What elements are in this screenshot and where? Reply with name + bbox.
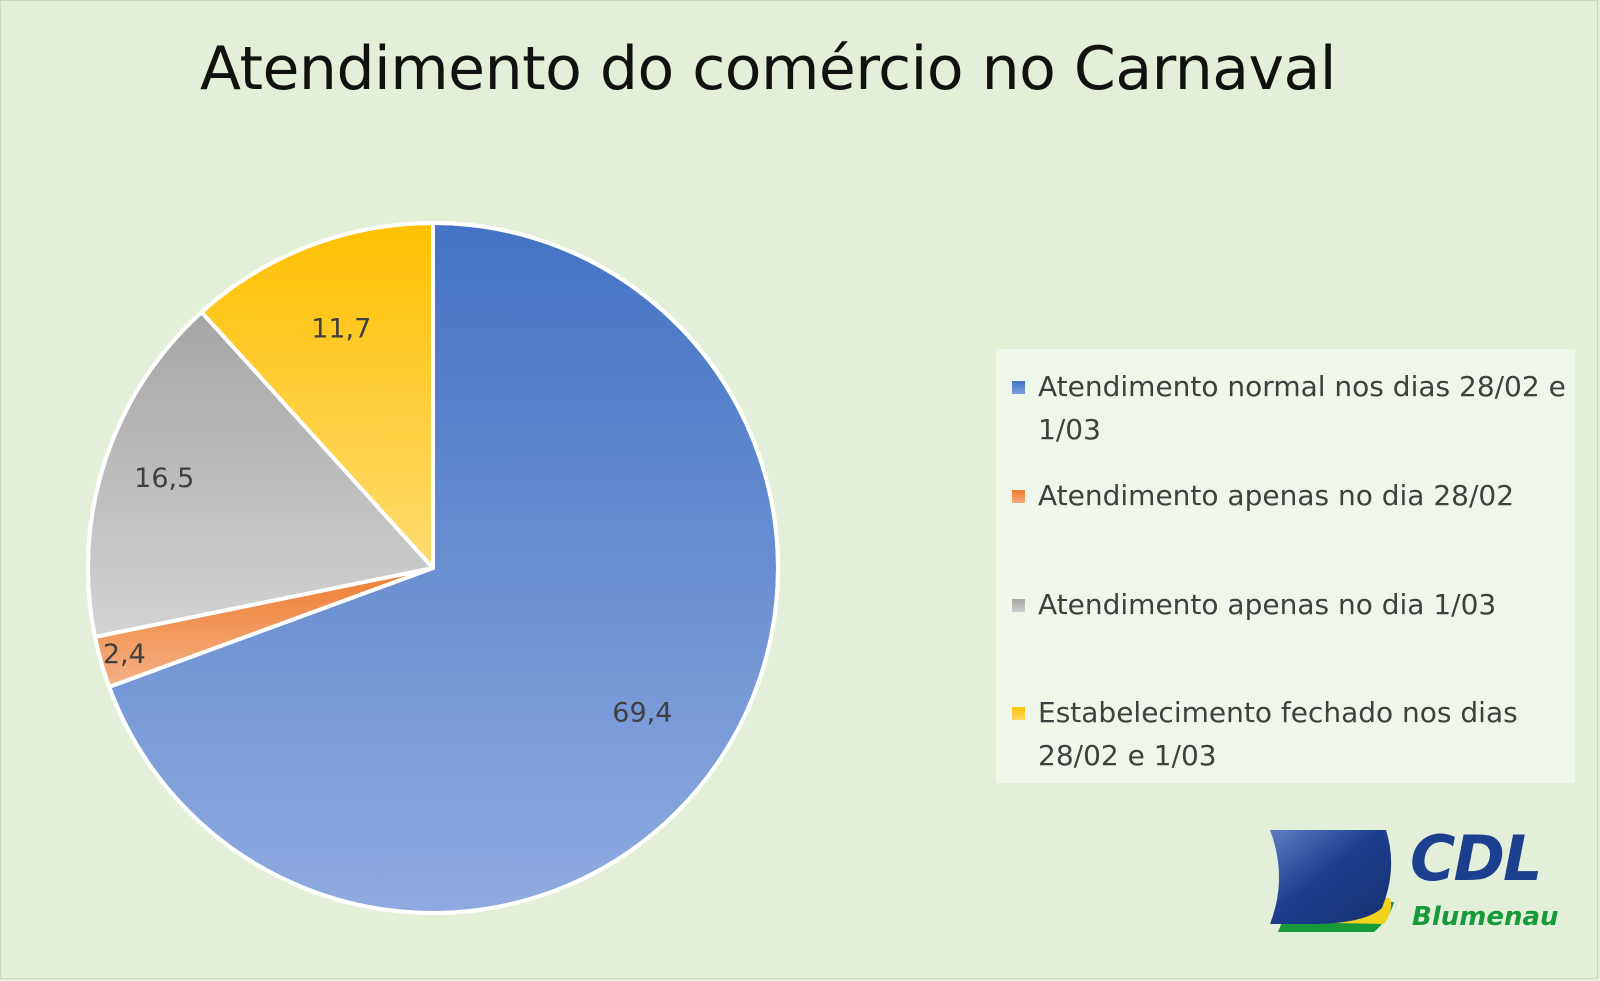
- legend-label-normal: Atendimento normal nos dias 28/02 e 1/03: [1038, 370, 1566, 446]
- legend-item-normal: Atendimento normal nos dias 28/02 e 1/03: [1012, 365, 1567, 451]
- chart-title: Atendimento do comércio no Carnaval: [200, 34, 1336, 104]
- legend-label-1-03: Atendimento apenas no dia 1/03: [1038, 588, 1497, 621]
- legend-item-closed: Estabelecimento fechado nos dias 28/02 e…: [1012, 691, 1567, 777]
- logo-city-text: Blumenau: [1412, 902, 1559, 932]
- pie-outline: [86, 221, 780, 915]
- legend-swatch-1-03: [1012, 599, 1025, 612]
- pie-data-label-3: 16,5: [134, 463, 194, 494]
- legend-item-28-02: Atendimento apenas no dia 28/02: [1012, 474, 1567, 517]
- legend-swatch-closed: [1012, 707, 1025, 720]
- pie-data-label-1: 69,4: [612, 698, 672, 729]
- cdl-logo-mark: [1270, 830, 1394, 932]
- legend: Atendimento normal nos dias 28/02 e 1/03…: [996, 349, 1575, 783]
- pie-data-labels: 69,4 2,4 16,5 11,7: [103, 313, 673, 728]
- legend-swatch-28-02: [1012, 490, 1025, 503]
- legend-swatch-normal: [1012, 381, 1025, 394]
- legend-label-closed: Estabelecimento fechado nos dias 28/02 e…: [1038, 696, 1518, 772]
- pie-slices: [86, 221, 780, 915]
- pie-data-label-2: 2,4: [103, 639, 146, 670]
- cdl-logo: CDL Blumenau: [1266, 822, 1586, 938]
- logo-cdl-text: CDL: [1410, 822, 1542, 895]
- pie-data-label-4: 11,7: [311, 313, 371, 344]
- legend-label-28-02: Atendimento apenas no dia 28/02: [1038, 479, 1515, 512]
- legend-item-1-03: Atendimento apenas no dia 1/03: [1012, 583, 1567, 626]
